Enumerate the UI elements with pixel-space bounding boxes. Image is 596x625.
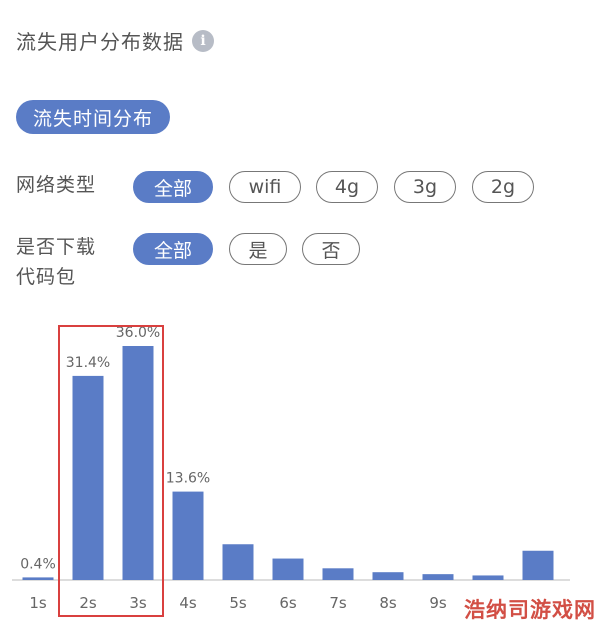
download-label-line2: 代码包 [16,266,77,288]
tick-label-9s: 9s [429,594,447,612]
data-label-1s: 0.4% [20,556,56,572]
bar-9s [422,574,454,580]
bar-4s [172,491,204,580]
network-chip-2g[interactable]: 2g [472,171,534,203]
bar-7s [322,568,354,580]
network-chip-4g[interactable]: 4g [316,171,378,203]
network-chip-3g[interactable]: 3g [394,171,456,203]
bar-3s [122,346,154,580]
loss-time-bar-chart: 0.4% 1s 31.4% 2s 36.0% 3s 13.6% 4s 5s 6s 7s 8s 9s [12,325,570,612]
download-chip-no[interactable]: 否 [302,233,360,265]
bar-5s [222,544,254,580]
tab-loss-time-distribution[interactable]: 流失时间分布 [16,100,171,134]
download-chip-yes[interactable]: 是 [229,233,287,265]
network-chip-all[interactable]: 全部 [133,171,213,203]
tick-label-4s: 4s [179,594,197,612]
watermark: 浩纳司游戏网 [464,598,596,622]
bar-8s [372,572,404,580]
network-type-label: 网络类型 [16,174,97,196]
tick-label-8s: 8s [379,594,397,612]
download-package-label: 是否下载 代码包 [16,232,96,292]
tick-label-2s: 2s [79,594,97,612]
tick-label-7s: 7s [329,594,347,612]
data-label-3s: 36.0% [116,325,160,341]
bar-1s [22,577,54,580]
download-chip-all[interactable]: 全部 [133,233,213,265]
bar->10s [522,550,554,580]
section-header: 流失用户分布数据 i [16,26,214,55]
bar-10s [472,575,504,580]
network-chip-wifi[interactable]: wifi [229,171,301,203]
tick-label-1s: 1s [29,594,47,612]
highlight-box [58,325,164,617]
info-icon[interactable]: i [192,29,214,52]
page-title: 流失用户分布数据 [16,30,184,54]
data-label-2s: 31.4% [66,355,110,371]
tick-label-6s: 6s [279,594,297,612]
data-label-4s: 13.6% [166,471,210,487]
tick-label-5s: 5s [229,594,247,612]
download-label-line1: 是否下载 [16,236,97,258]
bar-2s [72,375,104,580]
tick-label-3s: 3s [129,594,147,612]
bar-6s [272,558,304,580]
